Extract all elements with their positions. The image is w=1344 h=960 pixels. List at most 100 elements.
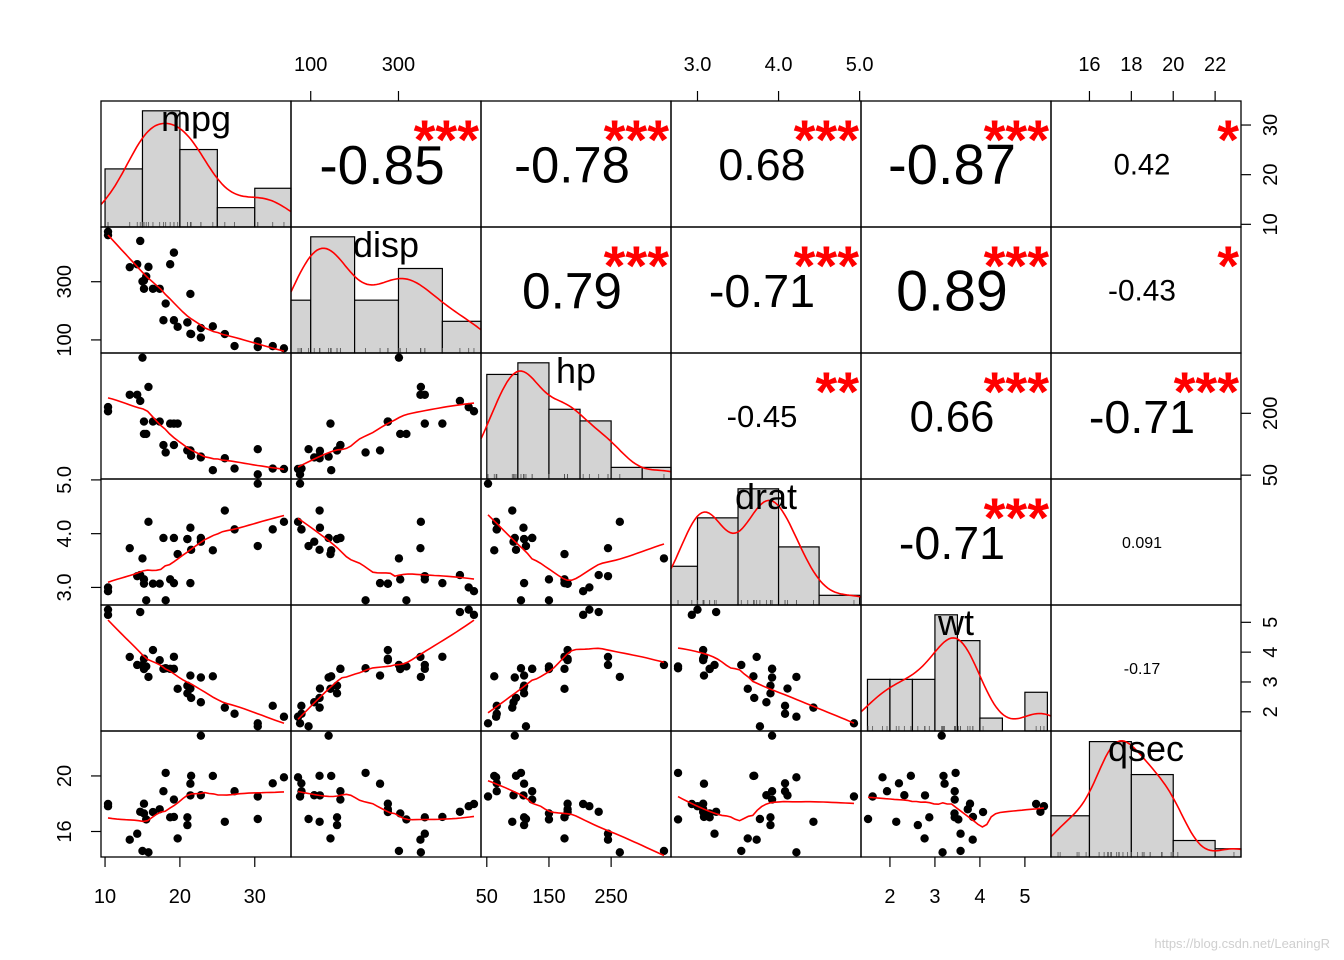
tick-label-drat: 4.0 <box>54 520 76 548</box>
scatter-point <box>416 543 425 553</box>
scatter-point <box>752 835 761 844</box>
scatter-point <box>455 396 465 406</box>
scatter-point <box>183 534 192 544</box>
scatter-point <box>332 820 342 830</box>
scatter-point <box>464 402 473 412</box>
scatter-point <box>139 429 149 439</box>
scatter-point <box>169 533 179 543</box>
scatter-point <box>220 703 230 712</box>
scatter-point <box>792 848 801 857</box>
scatter-point <box>519 779 529 788</box>
scatter-point <box>521 541 531 551</box>
significance-stars: *** <box>1174 360 1240 423</box>
scatter-point <box>161 768 170 778</box>
scatter-point <box>148 807 158 817</box>
scatter-point <box>762 698 771 707</box>
scatter-point <box>139 417 149 426</box>
panel-hp-mpg <box>100 352 292 480</box>
scatter-point <box>315 817 324 826</box>
tick-label-hp: 250 <box>594 886 627 908</box>
scatter-point <box>336 440 345 450</box>
hist-bar <box>670 565 699 606</box>
scatter-point <box>659 846 669 856</box>
scatter-point <box>297 701 306 711</box>
scatter-point <box>183 318 192 327</box>
hist-bar <box>310 236 356 354</box>
scatter-point <box>464 802 473 811</box>
scatter-point <box>383 579 393 588</box>
scatter-point <box>750 693 759 703</box>
scatter-point <box>169 664 179 674</box>
scatter-point <box>544 575 554 584</box>
scatter-point <box>148 284 158 293</box>
scatter-point <box>279 712 289 721</box>
scatter-point <box>750 771 759 781</box>
scatter-point <box>659 554 669 563</box>
scatter-point <box>230 464 239 473</box>
significance-stars: * <box>1217 108 1239 171</box>
scatter-point <box>383 654 393 663</box>
scatter-point <box>950 787 959 796</box>
scatter-point <box>673 768 683 778</box>
scatter-point <box>956 846 965 856</box>
scatter-point <box>527 664 537 674</box>
scatter-point <box>253 479 262 488</box>
scatter-point <box>304 444 313 454</box>
scatter-point <box>324 731 333 740</box>
scatter-point <box>743 834 752 843</box>
tick-label-disp: 300 <box>54 265 76 298</box>
hist-bar <box>579 420 612 480</box>
scatter-point <box>138 353 147 362</box>
smooth-line <box>107 791 285 823</box>
panel-drat-qsec: 0.091 <box>1050 478 1242 606</box>
hist-bar <box>354 299 400 354</box>
scatter-point <box>295 719 305 728</box>
correlation-value: 0.66 <box>910 394 995 442</box>
scatter-point <box>139 575 149 584</box>
scatter-point <box>297 525 306 534</box>
tick-label-mpg: 10 <box>1260 213 1282 235</box>
scatter-point <box>594 607 603 617</box>
panel-wt-drat <box>670 604 862 732</box>
scatter-point <box>383 799 393 808</box>
correlation-value: -0.45 <box>727 399 798 434</box>
scatter-point <box>138 846 147 856</box>
hist-bar <box>889 678 914 732</box>
scatter-point <box>196 731 206 740</box>
panel-disp-mpg <box>100 226 292 354</box>
scatter-point <box>139 654 149 663</box>
hist-bar <box>517 362 550 480</box>
smooth-line <box>487 779 665 857</box>
tick-label-drat: 5.0 <box>54 466 76 494</box>
correlation-value: 0.42 <box>1114 150 1171 182</box>
hist-bar <box>1130 773 1174 858</box>
scatter-point <box>519 578 529 588</box>
scatter-point <box>375 446 385 455</box>
density-line <box>290 247 482 331</box>
scatter-point <box>375 578 385 588</box>
scatter-point <box>136 607 145 617</box>
scatter-point <box>420 419 430 428</box>
scatter-point <box>253 541 262 551</box>
scatter-point <box>155 417 164 426</box>
scatter-point <box>186 779 195 788</box>
scatter-point <box>492 787 501 796</box>
density-line <box>1050 739 1242 852</box>
panel-mpg-disp: -0.85*** <box>290 100 482 228</box>
scatter-point <box>315 771 324 781</box>
scatter-point <box>469 610 479 620</box>
scatter-point <box>603 571 613 581</box>
panel-mpg-wt: -0.87*** <box>860 100 1052 228</box>
variable-label-wt: wt <box>937 602 974 643</box>
tick-label-mpg: 30 <box>1260 114 1282 136</box>
scatter-point <box>920 791 930 800</box>
scatter-point <box>563 799 572 808</box>
scatter-point <box>169 652 179 661</box>
scatter-point <box>560 834 569 843</box>
tick-label-wt: 3 <box>1260 676 1282 687</box>
significance-stars: *** <box>794 234 860 297</box>
panel-border <box>480 730 672 858</box>
hist-bar <box>548 408 581 480</box>
scatter-point <box>511 693 521 703</box>
scatter-point <box>511 771 521 781</box>
